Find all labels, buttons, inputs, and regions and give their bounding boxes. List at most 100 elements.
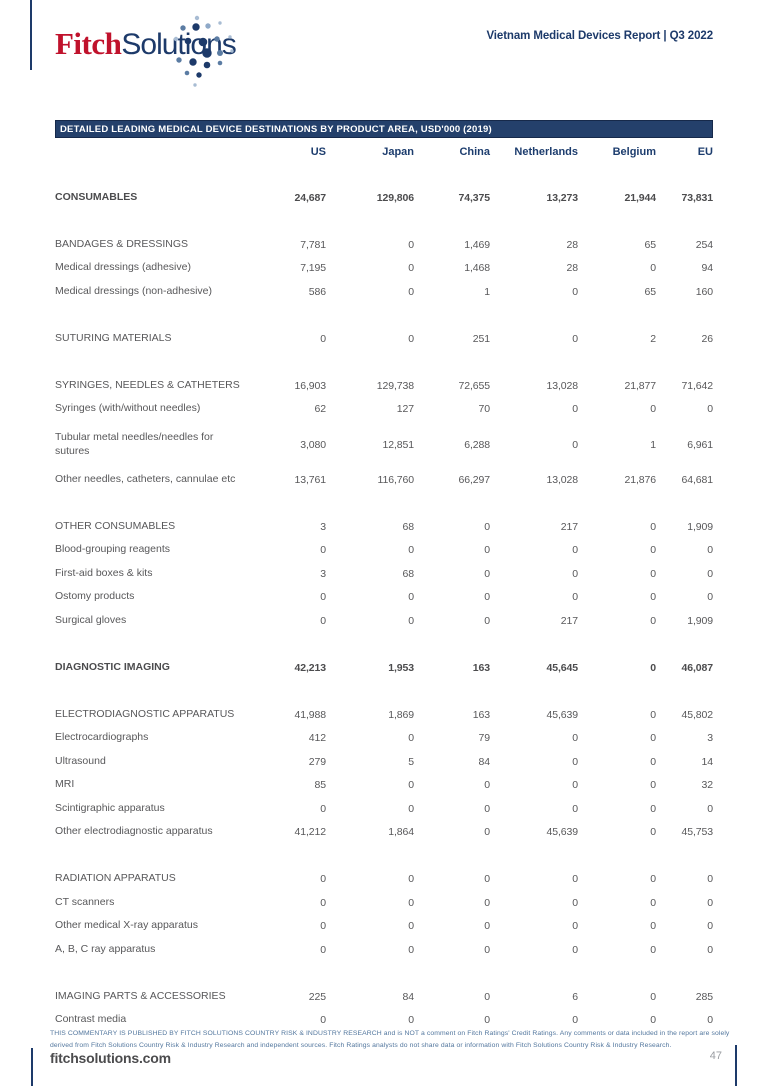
row-value: 0 — [408, 285, 414, 298]
row-value: 3 — [707, 732, 713, 745]
table-row-spacer — [55, 492, 713, 516]
row-value: 0 — [320, 920, 326, 933]
row-value: 68 — [402, 520, 415, 533]
row-value: 225 — [308, 990, 326, 1003]
row-value: 0 — [408, 238, 414, 251]
row-label: DIAGNOSTIC IMAGING — [55, 660, 170, 673]
row-value: 6 — [572, 990, 578, 1003]
row-value: 0 — [707, 403, 713, 416]
row-value: 0 — [320, 802, 326, 815]
row-value: 0 — [650, 544, 656, 557]
row-value: 0 — [408, 802, 414, 815]
row-value: 45,802 — [681, 708, 713, 721]
row-value: 0 — [484, 826, 490, 839]
row-value: 46,087 — [681, 661, 713, 674]
row-value: 1 — [650, 438, 656, 451]
row-value: 0 — [707, 896, 713, 909]
table-row: CT scanners 0 0 0 0 0 0 — [55, 891, 713, 915]
row-value: 24,687 — [294, 191, 326, 204]
row-value: 5 — [408, 755, 414, 768]
row-value: 0 — [484, 802, 490, 815]
table-row: Other medical X-ray apparatus 0 0 0 0 0 0 — [55, 915, 713, 939]
row-value: 42,213 — [294, 661, 326, 674]
row-value: 163 — [472, 708, 490, 721]
row-value: 0 — [484, 1014, 490, 1027]
row-value: 0 — [650, 779, 656, 792]
row-value: 0 — [572, 591, 578, 604]
row-value: 0 — [650, 943, 656, 956]
row-value: 45,639 — [546, 708, 578, 721]
row-value: 0 — [484, 990, 490, 1003]
table-row: Blood-grouping reagents 0 0 0 0 0 0 — [55, 539, 713, 563]
row-value: 116,760 — [377, 473, 415, 486]
row-value: 0 — [650, 614, 656, 627]
table-row: DIAGNOSTIC IMAGING 42,213 1,953 163 45,645 0 4… — [55, 656, 713, 680]
column-header-eu: EU — [697, 146, 713, 158]
row-value: 0 — [572, 438, 578, 451]
table-row: First-aid boxes & kits 3 68 0 0 0 0 — [55, 562, 713, 586]
table-row-spacer — [55, 304, 713, 328]
row-label: IMAGING PARTS & ACCESSORIES — [55, 989, 226, 1002]
row-value: 0 — [484, 873, 490, 886]
footer-disclaimer-line2: derived from Fitch Solutions Country Ris… — [50, 1041, 672, 1049]
table-row: BANDAGES & DRESSINGS 7,781 0 1,469 28 65 254 — [55, 233, 713, 257]
row-value: 0 — [320, 873, 326, 886]
row-value: 0 — [320, 614, 326, 627]
row-value: 72,655 — [458, 379, 490, 392]
row-value: 45,645 — [546, 661, 578, 674]
table-row: RADIATION APPARATUS 0 0 0 0 0 0 — [55, 868, 713, 892]
table-row: CONSUMABLES 24,687 129,806 74,375 13,273 21,9… — [55, 186, 713, 210]
row-value: 0 — [408, 896, 414, 909]
row-label: Ultrasound — [55, 754, 106, 767]
row-value: 0 — [650, 708, 656, 721]
table-row-spacer — [55, 680, 713, 704]
table-row: Other electrodiagnostic apparatus 41,212 1… — [55, 821, 713, 845]
table-title-bar: DETAILED LEADING MEDICAL DEVICE DESTINAT… — [55, 120, 713, 138]
row-value: 127 — [396, 403, 414, 416]
row-value: 28 — [566, 262, 579, 275]
row-label: ELECTRODIAGNOSTIC APPARATUS — [55, 707, 235, 720]
row-value: 160 — [695, 285, 713, 298]
table-rows: CONSUMABLES 24,687 129,806 74,375 13,273 21,9… — [55, 186, 713, 1032]
row-value: 0 — [572, 943, 578, 956]
row-value: 0 — [650, 990, 656, 1003]
row-label: Medical dressings (adhesive) — [55, 261, 191, 274]
row-value: 0 — [650, 896, 656, 909]
table-row-spacer — [55, 962, 713, 986]
row-label: OTHER CONSUMABLES — [55, 519, 176, 532]
row-value: 254 — [695, 238, 713, 251]
row-value: 0 — [650, 591, 656, 604]
row-label: Other needles, catheters, cannulae etc — [55, 472, 236, 485]
row-value: 74,375 — [458, 191, 490, 204]
table-row: Tubular metal needles/needles for suture… — [55, 421, 713, 468]
row-value: 0 — [707, 873, 713, 886]
row-value: 0 — [572, 732, 578, 745]
row-value: 21,944 — [624, 191, 656, 204]
row-value: 0 — [707, 591, 713, 604]
row-value: 66,297 — [458, 473, 490, 486]
row-value: 0 — [650, 1014, 656, 1027]
row-value: 28 — [566, 238, 579, 251]
row-value: 0 — [408, 779, 414, 792]
row-value: 0 — [484, 544, 490, 557]
table-row: Ostomy products 0 0 0 0 0 0 — [55, 586, 713, 610]
row-value: 0 — [707, 544, 713, 557]
row-value: 0 — [572, 332, 578, 345]
logo-solutions-text: Solutions — [121, 28, 236, 61]
row-value: 0 — [408, 544, 414, 557]
row-value: 1,468 — [464, 262, 490, 275]
row-value: 21,877 — [624, 379, 656, 392]
table-row: Surgical gloves 0 0 0 217 0 1,909 — [55, 609, 713, 633]
row-value: 0 — [484, 591, 490, 604]
row-label: MRI — [55, 778, 75, 791]
data-table: DETAILED LEADING MEDICAL DEVICE DESTINAT… — [55, 120, 713, 1032]
row-value: 0 — [408, 1014, 414, 1027]
row-value: 0 — [650, 802, 656, 815]
row-value: 0 — [572, 1014, 578, 1027]
row-value: 0 — [650, 920, 656, 933]
row-value: 71,642 — [681, 379, 713, 392]
table-row-spacer — [55, 351, 713, 375]
row-value: 0 — [408, 873, 414, 886]
row-label: Contrast media — [55, 1013, 127, 1026]
row-value: 7,195 — [300, 262, 326, 275]
